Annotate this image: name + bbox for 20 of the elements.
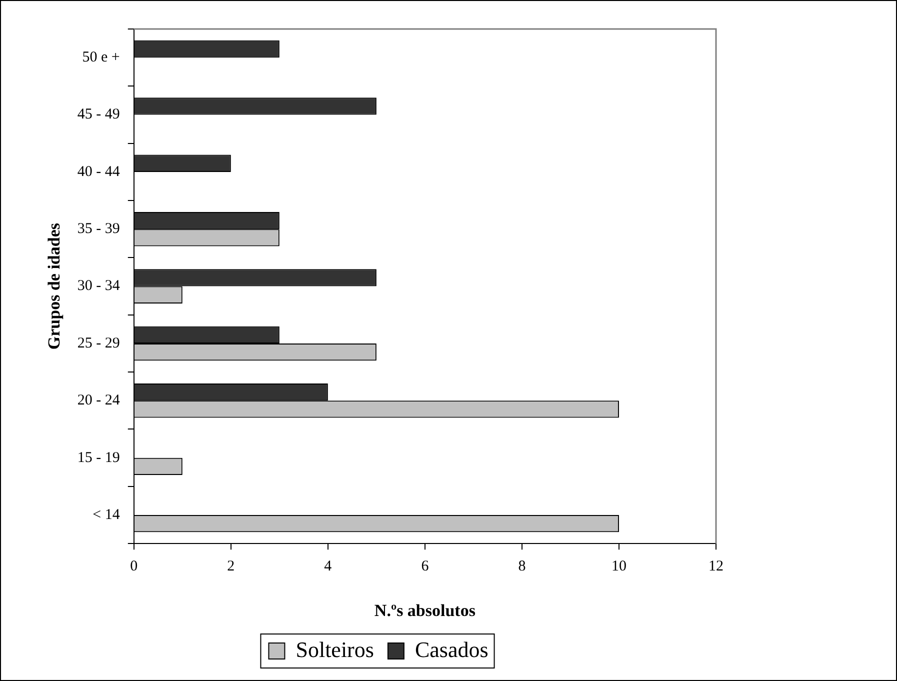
x-tick-label: 10	[611, 558, 626, 575]
y-tick-label: 30 - 34	[77, 278, 120, 294]
y-tick-label: 50 e +	[82, 50, 120, 66]
x-tick-label: 8	[518, 558, 526, 575]
y-tick-label: 45 - 49	[77, 106, 120, 123]
x-tick-label: 12	[708, 558, 724, 575]
y-tick-label: 20 - 24	[77, 392, 120, 409]
y-tick-label: 15 - 19	[77, 450, 120, 466]
y-tick-label: 40 - 44	[77, 164, 120, 180]
x-axis-title: N.ºs absolutos	[374, 601, 476, 620]
x-tick-label: 4	[324, 558, 332, 575]
legend-label: Casados	[414, 636, 488, 662]
legend-label: Solteiros	[296, 636, 374, 662]
y-tick-label: 25 - 29	[77, 335, 120, 352]
x-tick-label: 6	[421, 558, 430, 575]
x-tick-label: 2	[227, 558, 235, 575]
x-tick-label: 0	[130, 558, 138, 575]
y-axis-title: Grupos de idades	[44, 222, 64, 350]
y-tick-label: 35 - 39	[77, 221, 120, 238]
y-tick-label: < 14	[92, 506, 120, 523]
